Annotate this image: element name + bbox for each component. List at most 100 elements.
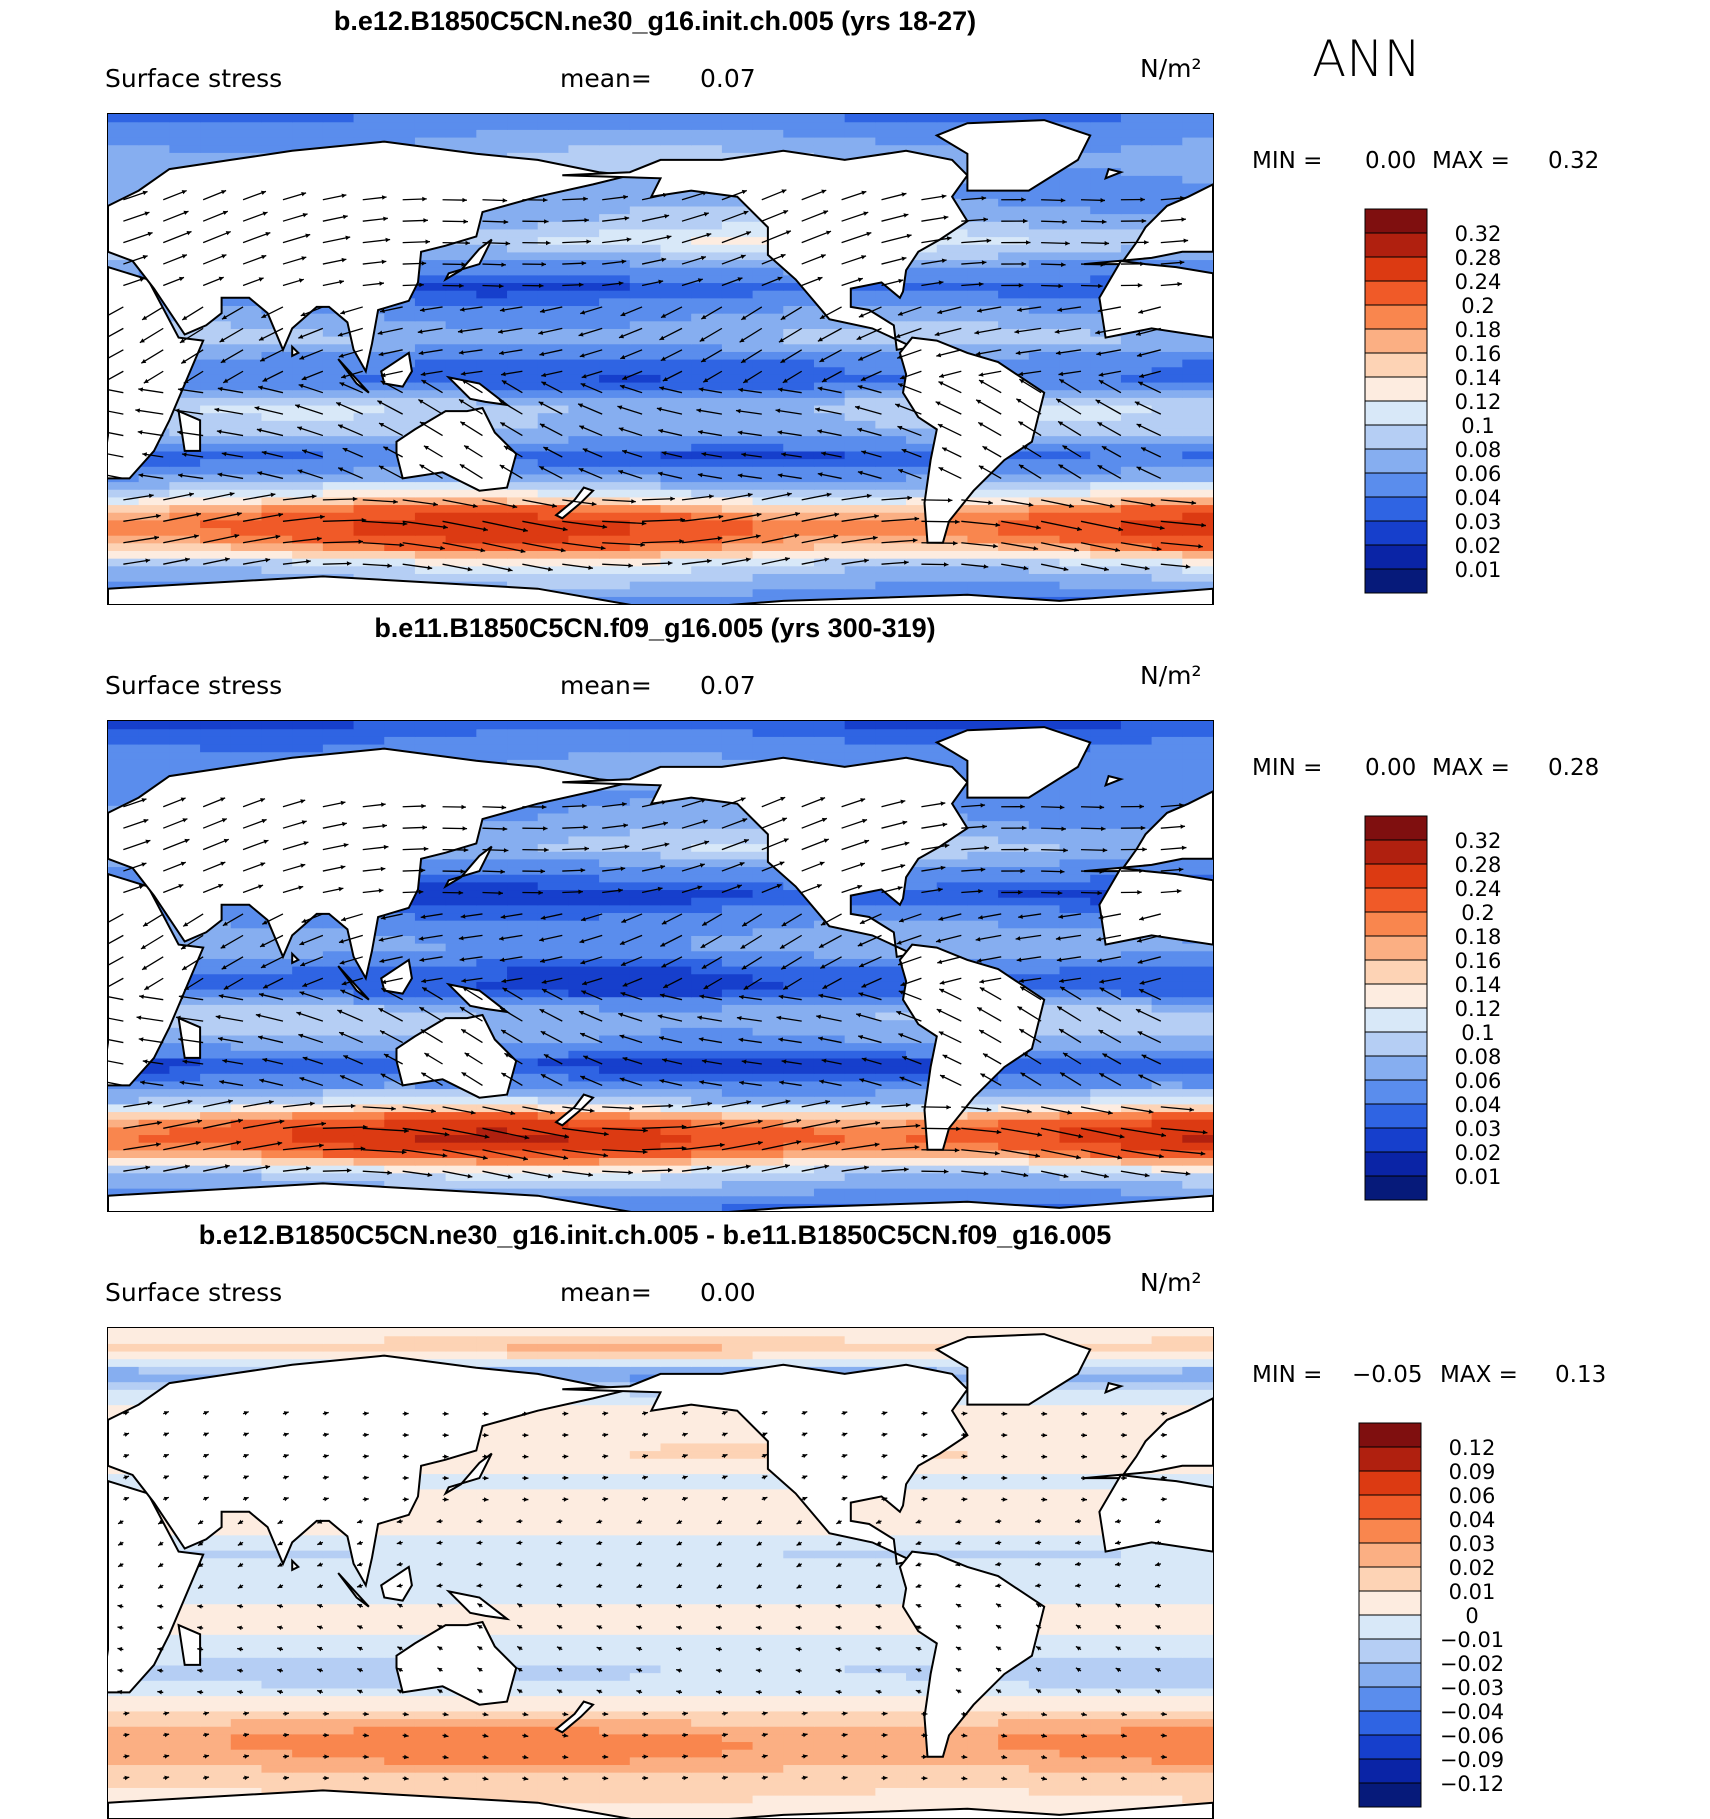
- field-cell: [200, 489, 232, 498]
- field-cell: [261, 535, 293, 544]
- field-cell: [783, 1195, 815, 1204]
- field-cell: [292, 1042, 324, 1051]
- field-cell: [629, 190, 662, 199]
- field-cell: [1059, 1134, 1091, 1143]
- wind-vector: [138, 473, 164, 480]
- field-cell: [875, 1088, 907, 1097]
- field-cell: [599, 1027, 631, 1036]
- field-cell: [721, 290, 754, 299]
- field-cell: [783, 496, 815, 506]
- field-cell: [1090, 1004, 1122, 1013]
- field-cell: [906, 466, 938, 475]
- field-cell: [660, 397, 692, 406]
- field-cell: [752, 581, 784, 590]
- field-cell: [414, 573, 447, 582]
- field-cell: [1059, 351, 1091, 360]
- field-cell: [967, 920, 999, 929]
- field-cell: [353, 359, 385, 368]
- field-cell: [200, 1157, 232, 1166]
- field-cell: [1059, 1057, 1091, 1067]
- field-cell: [721, 251, 754, 261]
- field-cell: [844, 435, 876, 444]
- field-cell: [660, 496, 692, 506]
- field-cell: [813, 404, 846, 414]
- field-cell: [476, 221, 508, 230]
- field-cell: [230, 558, 263, 567]
- field-cell: [813, 1011, 846, 1021]
- wind-vector: [242, 557, 271, 565]
- field-cell: [169, 1080, 201, 1090]
- field-cell: [752, 366, 784, 375]
- field-cell: [752, 527, 784, 536]
- field-cell: [1182, 981, 1213, 990]
- field-cell: [1182, 565, 1213, 574]
- field-cell: [507, 889, 539, 898]
- field-cell: [844, 904, 876, 914]
- field-cell: [261, 1042, 293, 1051]
- field-cell: [230, 1119, 263, 1128]
- field-cell: [568, 205, 600, 215]
- wind-vector: [681, 494, 714, 501]
- wind-vector: [163, 210, 189, 222]
- field-cell: [936, 1195, 969, 1204]
- field-cell: [537, 121, 570, 130]
- wind-vector: [761, 533, 800, 544]
- field-cell: [875, 943, 907, 952]
- field-cell: [783, 359, 815, 368]
- wind-vector: [203, 533, 240, 544]
- wind-vector: [1058, 370, 1082, 377]
- field-cell: [691, 927, 723, 936]
- field-cell: [752, 328, 784, 337]
- field-cell: [721, 351, 754, 360]
- field-cell: [691, 812, 723, 822]
- wind-vector: [961, 542, 998, 549]
- field-cell: [721, 282, 754, 291]
- field-cell: [813, 121, 846, 130]
- field-cell: [1059, 374, 1091, 383]
- field-cell: [261, 558, 293, 567]
- field-cell: [844, 374, 876, 383]
- field-cell: [1120, 366, 1153, 375]
- field-cell: [844, 366, 876, 375]
- field-cell: [1059, 774, 1091, 783]
- field-cell: [844, 897, 876, 906]
- field-cell: [721, 1165, 754, 1174]
- field-cell: [322, 114, 355, 123]
- field-cell: [599, 596, 631, 604]
- field-cell: [445, 973, 477, 982]
- field-cell: [599, 1165, 631, 1174]
- field-cell: [813, 988, 846, 998]
- field-cell: [721, 144, 754, 153]
- field-cell: [138, 759, 170, 768]
- field-cell: [1120, 542, 1153, 552]
- field-cell: [721, 866, 754, 875]
- field-cell: [875, 412, 907, 421]
- field-cell: [599, 1042, 631, 1051]
- field-cell: [875, 343, 907, 352]
- wind-vector: [1017, 306, 1042, 313]
- field-cell: [1090, 175, 1122, 184]
- field-cell: [292, 129, 324, 138]
- field-cell: [261, 1103, 293, 1113]
- field-cell: [200, 336, 232, 345]
- field-cell: [476, 927, 508, 936]
- wind-vector: [1001, 520, 1041, 530]
- field-cell: [108, 558, 140, 567]
- field-cell: [906, 305, 938, 314]
- field-cell: [967, 912, 999, 921]
- wind-vector: [522, 240, 551, 246]
- field-cell: [936, 542, 969, 552]
- field-cell: [660, 996, 692, 1005]
- field-cell: [322, 458, 355, 467]
- field-cell: [568, 473, 600, 483]
- field-cell: [875, 473, 907, 483]
- wind-vector: [961, 217, 989, 222]
- field-cell: [906, 581, 938, 590]
- field-cell: [1059, 1111, 1091, 1120]
- field-cell: [1028, 927, 1061, 936]
- field-cell: [752, 420, 784, 429]
- wind-vector: [1001, 218, 1028, 224]
- field-cell: [844, 481, 876, 490]
- wind-vector: [123, 190, 148, 201]
- field-cell: [721, 359, 754, 368]
